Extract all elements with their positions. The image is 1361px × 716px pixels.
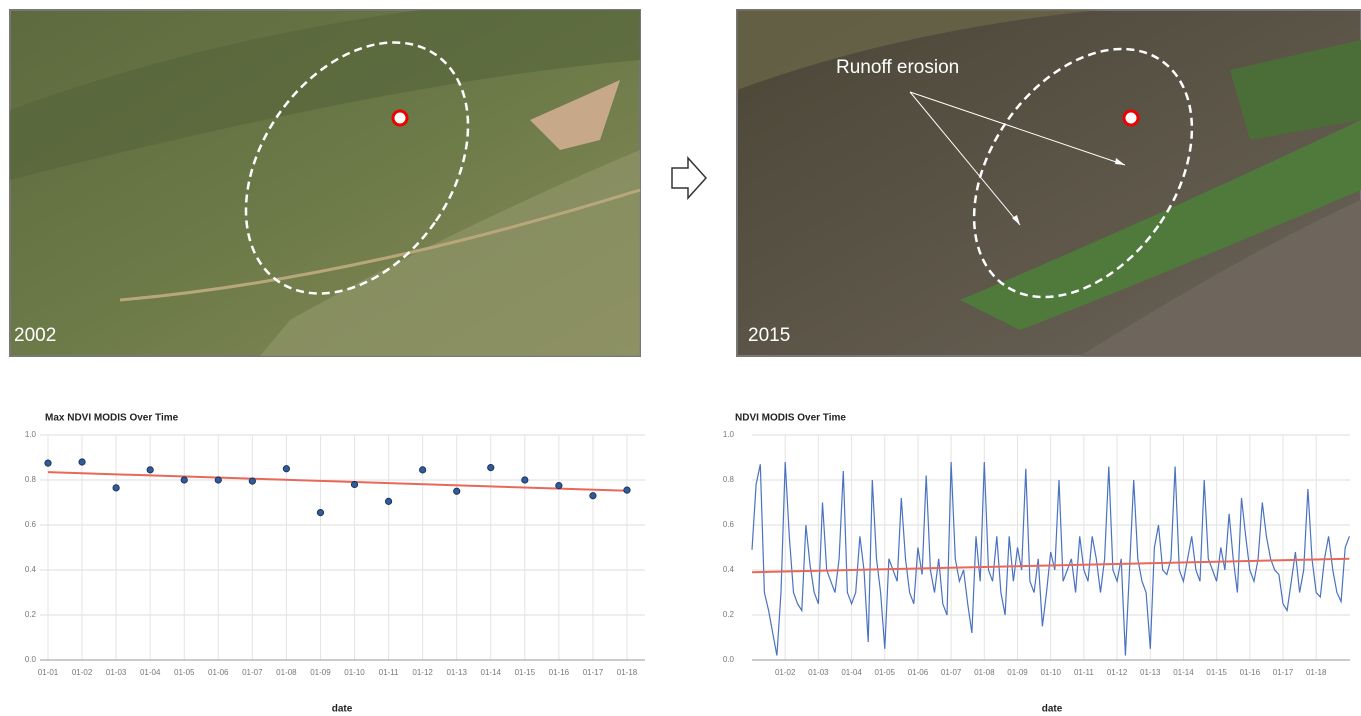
y-tick-label: 1.0 bbox=[723, 430, 735, 439]
chart: Max NDVI MODIS Over Time date 0.0 0.2 0.4 0.6… bbox=[25, 413, 645, 715]
x-tick-label: 01-03 bbox=[106, 668, 127, 677]
x-tick-label: 01-10 bbox=[1040, 668, 1061, 677]
point bbox=[522, 477, 528, 483]
point bbox=[556, 482, 562, 488]
figure: 2002 Runoff erosion 2015 Max NDVI MODIS … bbox=[0, 0, 1361, 716]
x-tick-label: 01-13 bbox=[1140, 668, 1161, 677]
point bbox=[113, 485, 119, 491]
x-tick-label: 01-17 bbox=[583, 668, 604, 677]
x-tick-label: 01-14 bbox=[1173, 668, 1194, 677]
x-tick-label: 01-05 bbox=[875, 668, 896, 677]
x-tick-label: 01-11 bbox=[1074, 668, 1094, 677]
x-tick-label: 01-02 bbox=[72, 668, 93, 677]
chart: NDVI MODIS Over Time date 0.0 0.2 0.4 0.6 0.8 1… bbox=[723, 413, 1350, 715]
y-tick-label: 0.0 bbox=[25, 655, 37, 664]
chart-title: NDVI MODIS Over Time bbox=[735, 413, 846, 424]
x-tick-label: 01-04 bbox=[140, 668, 161, 677]
x-tick-label: 01-08 bbox=[974, 668, 995, 677]
point bbox=[488, 464, 494, 470]
y-tick-label: 0.4 bbox=[723, 565, 735, 574]
x-axis-label: date bbox=[332, 704, 353, 715]
image-2002: 2002 bbox=[10, 0, 640, 356]
image-annotation: Runoff erosion bbox=[836, 57, 959, 78]
arrow bbox=[672, 158, 706, 198]
y-tick-label: 0.4 bbox=[25, 565, 37, 574]
image-2015: Runoff erosion 2015 bbox=[737, 8, 1361, 356]
x-tick-label: 01-16 bbox=[1240, 668, 1261, 677]
image-year: 2002 bbox=[14, 325, 56, 346]
x-tick-label: 01-13 bbox=[446, 668, 467, 677]
x-tick-label: 01-12 bbox=[412, 668, 433, 677]
x-tick-label: 01-15 bbox=[1206, 668, 1227, 677]
x-tick-label: 01-18 bbox=[617, 668, 638, 677]
x-tick-label: 01-10 bbox=[344, 668, 365, 677]
x-tick-label: 01-01 bbox=[38, 668, 59, 677]
x-tick-label: 01-06 bbox=[908, 668, 929, 677]
x-tick-label: 01-14 bbox=[481, 668, 502, 677]
x-axis-label: date bbox=[1042, 704, 1063, 715]
point bbox=[147, 467, 153, 473]
point bbox=[454, 488, 460, 494]
point bbox=[283, 466, 289, 472]
x-tick-label: 01-15 bbox=[515, 668, 536, 677]
x-tick-label: 01-05 bbox=[174, 668, 195, 677]
x-tick-label: 01-17 bbox=[1273, 668, 1294, 677]
y-tick-label: 0.2 bbox=[25, 610, 37, 619]
point bbox=[351, 481, 357, 487]
trend-line bbox=[48, 472, 627, 491]
chart-title: Max NDVI MODIS Over Time bbox=[45, 413, 179, 424]
point bbox=[385, 498, 391, 504]
y-tick-label: 0.2 bbox=[723, 610, 735, 619]
point bbox=[79, 459, 85, 465]
x-tick-label: 01-07 bbox=[941, 668, 962, 677]
point bbox=[590, 493, 596, 499]
x-tick-label: 01-04 bbox=[841, 668, 862, 677]
x-tick-label: 01-16 bbox=[549, 668, 570, 677]
x-tick-label: 01-02 bbox=[775, 668, 796, 677]
y-tick-label: 0.6 bbox=[723, 520, 735, 529]
x-tick-label: 01-12 bbox=[1107, 668, 1128, 677]
y-tick-label: 0.6 bbox=[25, 520, 37, 529]
point bbox=[45, 460, 51, 466]
point bbox=[317, 509, 323, 515]
y-tick-label: 0.8 bbox=[723, 475, 735, 484]
point bbox=[624, 487, 630, 493]
x-tick-label: 01-08 bbox=[276, 668, 297, 677]
point bbox=[249, 478, 255, 484]
point bbox=[215, 477, 221, 483]
y-tick-label: 1.0 bbox=[25, 430, 37, 439]
x-tick-label: 01-09 bbox=[310, 668, 331, 677]
y-tick-label: 0.0 bbox=[723, 655, 735, 664]
x-tick-label: 01-07 bbox=[242, 668, 263, 677]
x-tick-label: 01-09 bbox=[1007, 668, 1028, 677]
image-year: 2015 bbox=[748, 325, 790, 346]
point bbox=[419, 467, 425, 473]
x-tick-label: 01-11 bbox=[379, 668, 399, 677]
x-tick-label: 01-03 bbox=[808, 668, 829, 677]
point bbox=[181, 477, 187, 483]
x-tick-label: 01-18 bbox=[1306, 668, 1327, 677]
x-tick-label: 01-06 bbox=[208, 668, 229, 677]
y-tick-label: 0.8 bbox=[25, 475, 37, 484]
